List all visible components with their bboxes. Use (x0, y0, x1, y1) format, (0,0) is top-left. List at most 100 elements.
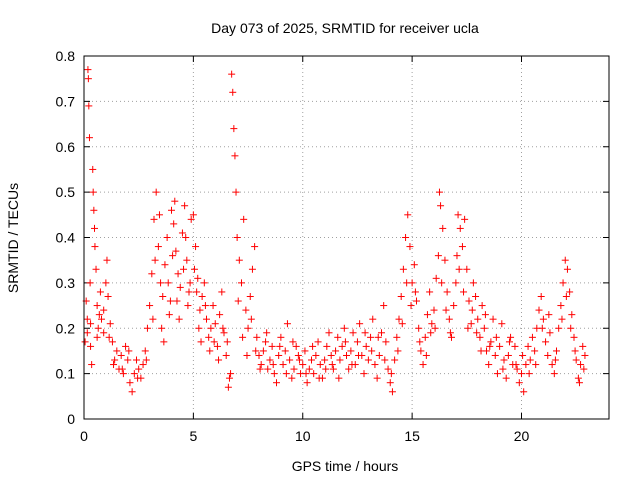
data-point (186, 279, 194, 287)
data-point (124, 356, 132, 364)
data-point (515, 379, 523, 387)
data-point (435, 188, 443, 196)
data-point (334, 333, 342, 341)
data-point (130, 370, 138, 378)
data-point (524, 342, 532, 350)
data-point (193, 288, 201, 296)
data-point (493, 370, 501, 378)
data-point (94, 324, 102, 332)
data-point (111, 356, 119, 364)
data-point (256, 365, 264, 373)
data-point (315, 374, 323, 382)
data-point (281, 347, 289, 355)
data-point (480, 324, 488, 332)
data-point (397, 292, 405, 300)
data-point (478, 302, 486, 310)
data-point (91, 224, 98, 232)
data-point (399, 265, 407, 273)
data-point (248, 265, 256, 273)
data-point (391, 356, 399, 364)
data-point (181, 202, 189, 210)
data-point (187, 215, 195, 223)
data-point (460, 288, 468, 296)
data-point (142, 356, 150, 364)
data-point (134, 374, 142, 382)
data-point (382, 338, 390, 346)
data-point (210, 338, 218, 346)
data-point (531, 347, 539, 355)
data-point (550, 370, 558, 378)
data-point (83, 315, 91, 323)
data-point (563, 265, 571, 273)
data-point (442, 306, 450, 314)
y-tick-label: 0.4 (56, 230, 76, 246)
data-point (438, 279, 446, 287)
data-point (86, 279, 94, 287)
data-point (504, 351, 512, 359)
data-point (270, 370, 278, 378)
data-point (468, 306, 476, 314)
data-point (105, 333, 113, 341)
data-point (355, 351, 363, 359)
data-point (174, 270, 182, 278)
data-point (402, 234, 410, 241)
data-point (84, 66, 92, 74)
data-point (443, 288, 451, 296)
data-point (205, 333, 213, 341)
data-point (243, 351, 251, 359)
data-point (225, 374, 233, 382)
data-point (434, 252, 442, 260)
data-point (502, 374, 510, 382)
data-point (558, 315, 566, 323)
data-point (542, 338, 550, 346)
data-point (507, 333, 515, 341)
y-tick-label: 0.7 (56, 93, 76, 109)
data-point (164, 279, 172, 287)
data-point (235, 256, 243, 264)
data-point (374, 333, 382, 341)
data-point (428, 320, 436, 328)
data-point (301, 347, 309, 355)
data-point (151, 256, 159, 264)
data-point (166, 297, 174, 305)
data-point (453, 252, 461, 260)
data-point (308, 356, 315, 364)
grid (84, 56, 609, 419)
data-point (273, 379, 280, 387)
data-point (158, 324, 166, 332)
data-point (373, 374, 381, 382)
data-point (465, 297, 473, 305)
data-point (395, 315, 403, 323)
data-point (322, 365, 330, 373)
data-point (381, 356, 389, 364)
data-point (275, 351, 283, 359)
data-point (314, 338, 322, 346)
data-point (415, 324, 423, 332)
data-point (452, 279, 460, 287)
data-point (173, 297, 181, 305)
data-point (133, 356, 140, 364)
data-point (230, 125, 238, 133)
data-point (522, 361, 530, 369)
data-point (386, 379, 394, 387)
data-point (398, 320, 406, 328)
data-point (467, 320, 475, 328)
data-point (216, 311, 224, 319)
data-point (511, 342, 519, 350)
data-point (90, 206, 98, 214)
data-point (416, 338, 424, 346)
data-point (85, 102, 93, 110)
data-point (165, 311, 173, 319)
data-point (128, 388, 136, 396)
data-point (180, 265, 188, 273)
data-point (553, 347, 560, 355)
data-point (100, 329, 108, 337)
data-point (246, 292, 254, 300)
data-point (312, 351, 320, 359)
y-tick-label: 0.1 (56, 366, 76, 382)
data-point (580, 365, 588, 373)
data-point (551, 356, 559, 364)
data-point (207, 324, 215, 332)
data-point (492, 333, 500, 341)
data-point (242, 306, 250, 314)
